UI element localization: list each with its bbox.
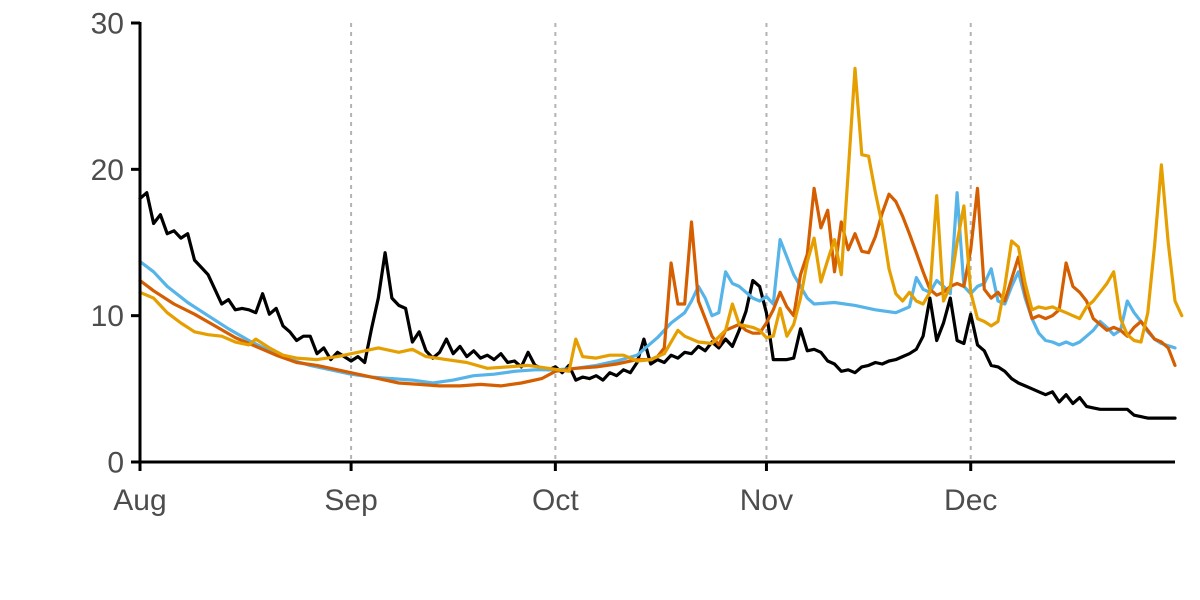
tick-marks bbox=[131, 21, 973, 471]
x-tick-label-0: Aug bbox=[113, 484, 166, 517]
y-tick-label-3: 30 bbox=[91, 8, 124, 41]
axes bbox=[138, 22, 1175, 464]
series-line-3 bbox=[138, 66, 1184, 373]
series-line-1 bbox=[138, 191, 1177, 385]
y-tick-label-2: 20 bbox=[91, 154, 124, 187]
x-tick-label-3: Nov bbox=[740, 484, 793, 517]
x-tick-label-2: Oct bbox=[532, 484, 579, 517]
x-tick-label-4: Dec bbox=[944, 484, 997, 517]
x-tick-label-1: Sep bbox=[324, 484, 377, 517]
y-tick-label-1: 10 bbox=[91, 300, 124, 333]
y-tick-label-0: 0 bbox=[107, 447, 124, 480]
series-lines bbox=[138, 66, 1184, 420]
grid-lines bbox=[350, 23, 972, 462]
series-line-0 bbox=[138, 191, 1177, 420]
tick-labels: 0 10 20 30 Aug Sep Oct Nov Dec bbox=[91, 8, 998, 518]
